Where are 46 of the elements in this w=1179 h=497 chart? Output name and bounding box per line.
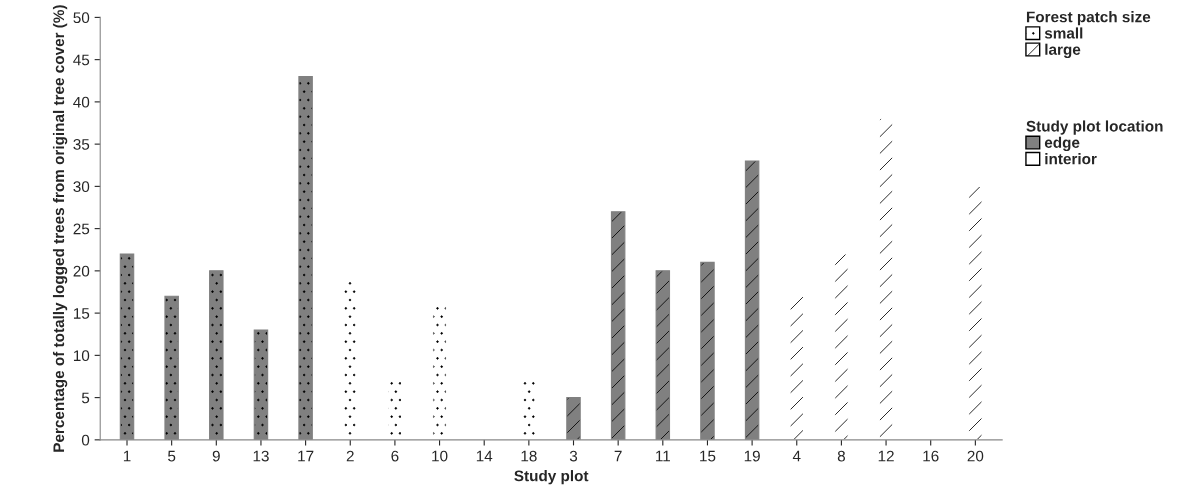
y-axis-title: Percentage of totally logged trees from original tree cover (%)	[52, 5, 68, 452]
bar	[432, 304, 447, 440]
legend-label: interior	[1045, 153, 1097, 165]
bar	[789, 295, 805, 440]
bar	[521, 380, 537, 440]
bar	[878, 118, 894, 440]
x-tick-label: 4	[792, 450, 801, 462]
y-tick-label: 0	[81, 434, 90, 446]
x-tick-label: 20	[967, 450, 984, 462]
x-tick-label: 9	[212, 450, 220, 462]
text: Forest patch size	[1026, 11, 1151, 26]
x-tick-label: 3	[569, 450, 578, 462]
y-tick-label: 25	[73, 223, 90, 235]
legend-label: edge	[1044, 136, 1080, 152]
y-tick-label: 50	[73, 12, 90, 24]
x-axis-title: Study plot	[514, 470, 589, 485]
bar	[387, 380, 403, 440]
x-tick-label: 14	[476, 450, 493, 462]
x-tick-label: 1	[123, 450, 131, 462]
x-tick-label: 10	[432, 450, 448, 462]
bar	[968, 185, 983, 440]
x-tick-label: 13	[253, 450, 269, 462]
y-tick-label: 30	[73, 181, 90, 193]
x-tick-label: 11	[656, 450, 670, 462]
y-tick-label: 40	[73, 96, 90, 108]
x-tick-label: 2	[346, 450, 354, 462]
x-tick-label: 18	[521, 450, 537, 462]
y-tick-label: 15	[73, 308, 90, 319]
legend-label: large	[1045, 43, 1081, 59]
y-tick-label: 10	[73, 350, 90, 362]
bar	[834, 253, 849, 440]
y-tick-label: 20	[73, 265, 90, 277]
x-tick-label: 15	[700, 450, 716, 462]
x-tick-label: 17	[298, 450, 314, 462]
x-tick-label: 5	[168, 450, 176, 462]
x-tick-label: 7	[614, 450, 622, 462]
y-tick-label: 5	[81, 392, 90, 404]
y-tick-label: 35	[73, 139, 90, 150]
text: Study plot location	[1026, 120, 1163, 135]
x-tick-label: 16	[923, 450, 939, 462]
x-tick-label: 6	[391, 450, 399, 462]
legend-label: small	[1044, 27, 1083, 39]
x-tick-label: 12	[878, 450, 894, 462]
x-tick-label: 8	[837, 450, 845, 462]
y-tick-label: 45	[73, 54, 90, 66]
x-tick-label: 19	[744, 450, 760, 462]
